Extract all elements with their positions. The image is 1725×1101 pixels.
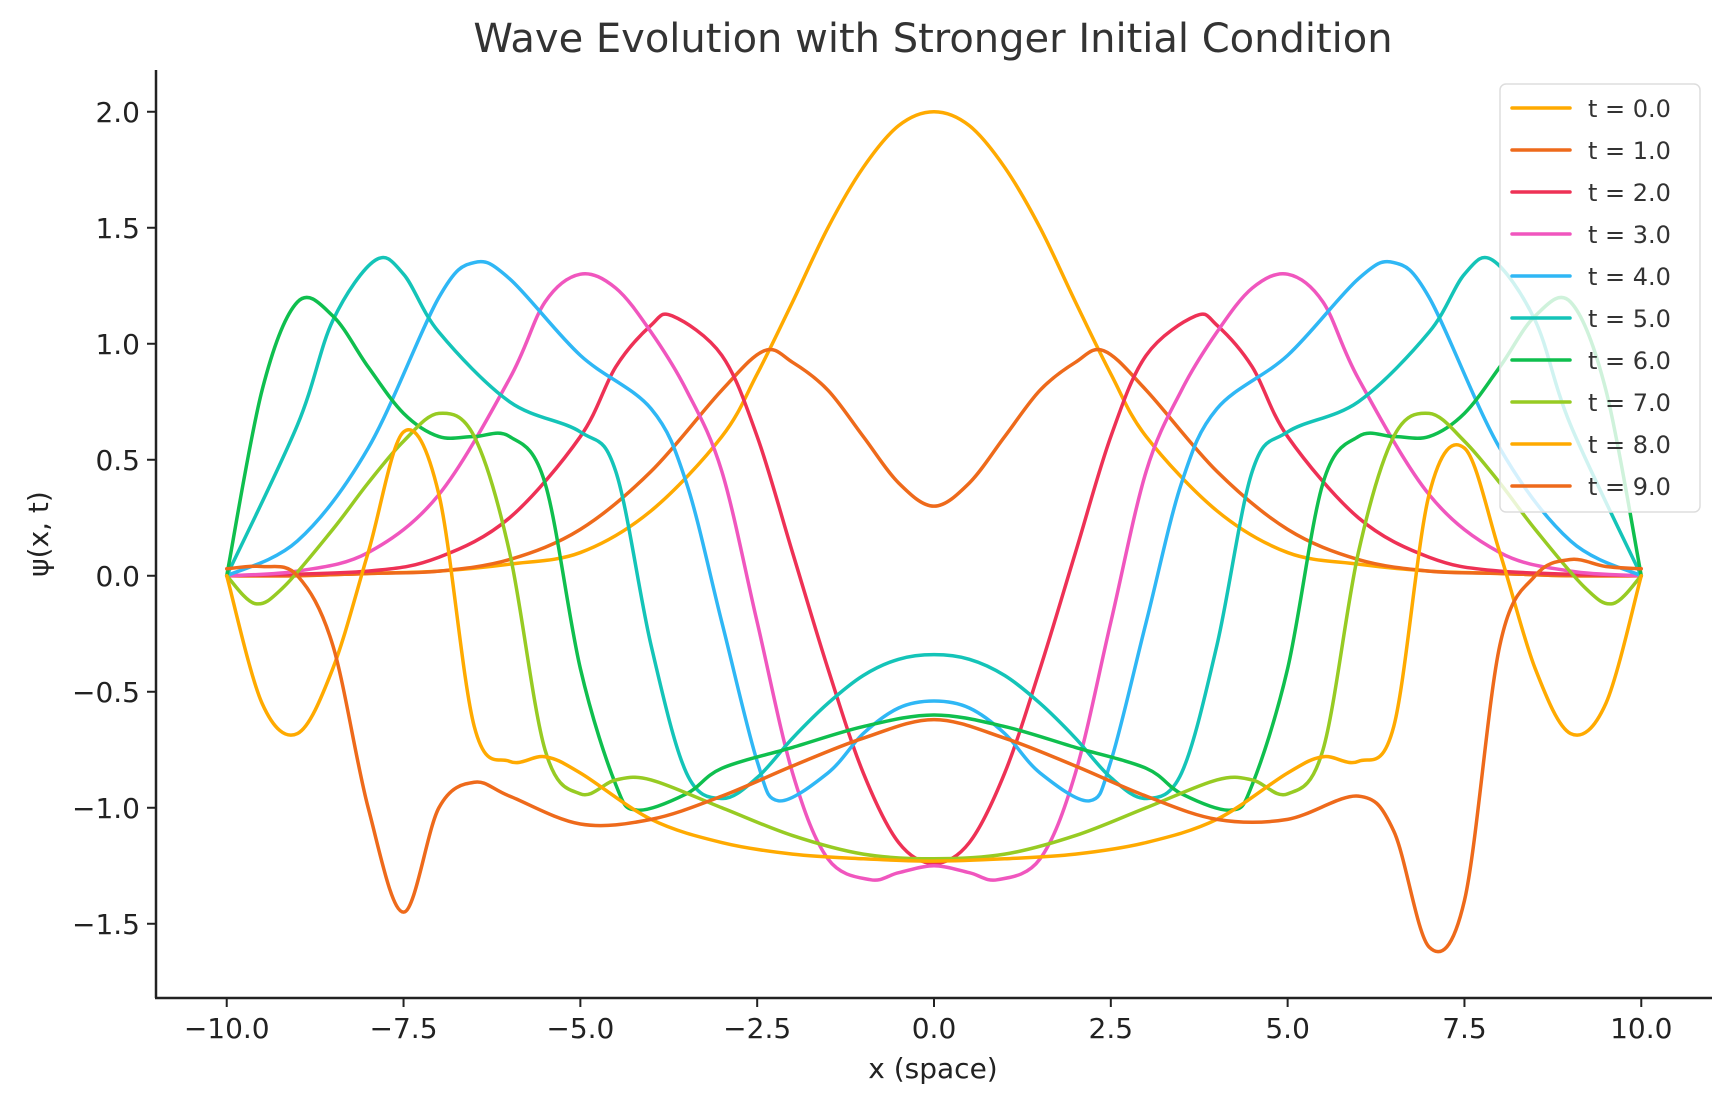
y-tick-label: 1.0 — [95, 328, 140, 361]
series-line-2 — [224, 312, 1644, 866]
legend-label: t = 1.0 — [1588, 137, 1671, 165]
series-line-4 — [224, 259, 1644, 803]
series-line-0 — [224, 110, 1644, 578]
legend-label: t = 3.0 — [1588, 221, 1671, 249]
series-line-7 — [224, 411, 1644, 861]
x-tick-label: −2.5 — [723, 1012, 791, 1045]
legend-label: t = 2.0 — [1588, 179, 1671, 207]
series-line-5 — [224, 255, 1644, 801]
series-line-8 — [224, 428, 1644, 863]
legend-label: t = 7.0 — [1588, 389, 1671, 417]
x-tick-label: 5.0 — [1265, 1012, 1310, 1045]
y-tick-label: 0.0 — [95, 560, 140, 593]
chart-title: Wave Evolution with Stronger Initial Con… — [473, 16, 1392, 62]
y-tick-label: 2.0 — [95, 96, 140, 129]
x-tick-label: −7.5 — [370, 1012, 438, 1045]
x-tick-label: 2.5 — [1089, 1012, 1134, 1045]
y-tick-label: 1.5 — [95, 212, 140, 245]
series-line-6 — [224, 295, 1644, 812]
x-tick-label: −10.0 — [184, 1012, 270, 1045]
y-axis-label: ψ(x, t) — [22, 491, 55, 577]
legend-label: t = 9.0 — [1588, 473, 1671, 501]
y-tick-label: 0.5 — [95, 444, 140, 477]
x-ticks: −10.0 −7.5 −5.0 −2.5 0.0 2.5 5.0 7.5 10.0 — [184, 998, 1672, 1045]
legend-label: t = 6.0 — [1588, 347, 1671, 375]
legend-label: t = 8.0 — [1588, 431, 1671, 459]
x-tick-label: 0.0 — [912, 1012, 957, 1045]
series-group — [224, 110, 1644, 954]
x-tick-label: −5.0 — [546, 1012, 614, 1045]
legend-label: t = 5.0 — [1588, 305, 1671, 333]
y-tick-label: −0.5 — [72, 676, 140, 709]
series-line-3 — [224, 271, 1644, 882]
series-line-9 — [224, 557, 1644, 954]
y-ticks: −1.5 −1.0 −0.5 0.0 0.5 1.0 1.5 2.0 — [72, 96, 156, 941]
x-axis-label: x (space) — [868, 1052, 997, 1085]
series-line-1 — [224, 347, 1644, 578]
legend: t = 0.0 t = 1.0 t = 2.0 t = 3.0 t = 4.0 t = 5… — [1499, 83, 1701, 513]
x-tick-label: 10.0 — [1610, 1012, 1672, 1045]
y-tick-label: −1.0 — [72, 792, 140, 825]
legend-label: t = 4.0 — [1588, 263, 1671, 291]
legend-label: t = 0.0 — [1588, 95, 1671, 123]
y-tick-label: −1.5 — [72, 908, 140, 941]
x-tick-label: 7.5 — [1442, 1012, 1487, 1045]
